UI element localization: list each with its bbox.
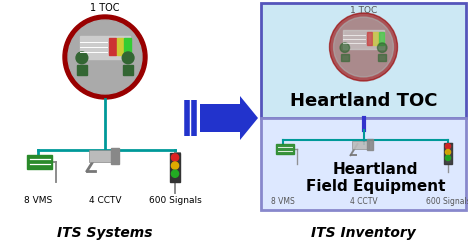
Bar (261, 3, 466, 118)
Bar (80, 36, 130, 59)
Circle shape (446, 144, 451, 149)
Circle shape (171, 162, 179, 169)
Bar (117, 38, 123, 55)
Text: 4 CCTV: 4 CCTV (89, 196, 121, 205)
Circle shape (68, 20, 142, 94)
Bar (373, 32, 378, 45)
Text: 8 VMS: 8 VMS (271, 197, 295, 206)
Circle shape (171, 170, 179, 177)
Text: 4 CCTV: 4 CCTV (350, 197, 377, 206)
Circle shape (63, 15, 147, 99)
Bar (341, 54, 349, 61)
Bar (169, 153, 180, 182)
Bar (261, 118, 466, 210)
Text: 600 Signals: 600 Signals (425, 197, 468, 206)
Bar (124, 38, 131, 55)
Circle shape (122, 52, 134, 64)
Bar (77, 65, 87, 75)
Text: 600 Signals: 600 Signals (149, 196, 201, 205)
Bar (379, 32, 384, 45)
Bar (89, 150, 113, 162)
Circle shape (171, 154, 179, 161)
Bar (367, 139, 373, 150)
Circle shape (76, 52, 88, 64)
Circle shape (377, 43, 387, 52)
Bar (111, 148, 119, 164)
Circle shape (446, 150, 451, 155)
Bar (27, 155, 52, 169)
Text: 1 TOC: 1 TOC (90, 3, 120, 13)
Bar (378, 54, 386, 61)
Bar (367, 32, 372, 45)
Text: Heartland TOC: Heartland TOC (290, 92, 437, 110)
Polygon shape (200, 96, 258, 140)
Text: ITS Inventory: ITS Inventory (311, 226, 416, 240)
Bar (352, 141, 369, 149)
Text: 8 VMS: 8 VMS (24, 196, 52, 205)
Circle shape (329, 13, 397, 81)
Bar (109, 38, 116, 55)
Bar (444, 143, 452, 164)
Circle shape (446, 155, 451, 160)
Text: 1 TOC: 1 TOC (350, 6, 377, 15)
Bar (276, 144, 294, 155)
Bar (123, 65, 133, 75)
Circle shape (340, 43, 350, 52)
Bar (343, 30, 384, 49)
Circle shape (334, 17, 394, 77)
Text: ITS Systems: ITS Systems (57, 226, 153, 240)
Text: Heartland
Field Equipment: Heartland Field Equipment (306, 162, 445, 194)
